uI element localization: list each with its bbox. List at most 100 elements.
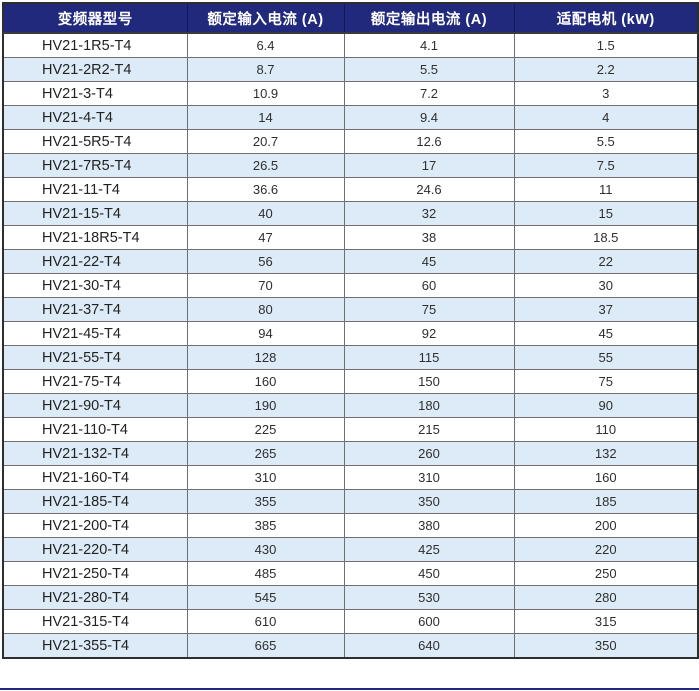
motor-power-cell: 250 [513, 561, 699, 586]
output-current-cell: 260 [343, 441, 515, 466]
motor-power-cell: 37 [513, 297, 699, 322]
output-current-cell: 12.6 [343, 129, 515, 154]
output-current-cell: 530 [343, 585, 515, 610]
model-cell: HV21-22-T4 [2, 249, 188, 274]
input-current-cell: 6.4 [186, 32, 345, 58]
input-current-cell: 14 [186, 105, 345, 130]
table-row: HV21-37-T4 80 75 37 [2, 297, 699, 322]
header-row: 变频器型号 额定输入电流 (A) 额定输出电流 (A) 适配电机 (kW) [3, 3, 698, 34]
input-current-cell: 20.7 [186, 129, 345, 154]
motor-power-cell: 5.5 [513, 129, 699, 154]
output-current-cell: 7.2 [343, 81, 515, 106]
input-current-cell: 190 [186, 393, 345, 418]
input-current-cell: 160 [186, 369, 345, 394]
input-current-cell: 47 [186, 225, 345, 250]
motor-power-cell: 2.2 [513, 57, 699, 82]
output-current-cell: 600 [343, 609, 515, 634]
motor-power-cell: 132 [513, 441, 699, 466]
output-current-cell: 150 [343, 369, 515, 394]
output-current-cell: 180 [343, 393, 515, 418]
input-current-cell: 225 [186, 417, 345, 442]
table-row: HV21-110-T4 225 215 110 [2, 417, 699, 442]
model-cell: HV21-11-T4 [2, 177, 188, 202]
model-cell: HV21-45-T4 [2, 321, 188, 346]
input-current-cell: 36.6 [186, 177, 345, 202]
table-row: HV21-7R5-T4 26.5 17 7.5 [2, 153, 699, 178]
input-current-cell: 665 [186, 633, 345, 659]
table-row: HV21-3-T4 10.9 7.2 3 [2, 81, 699, 106]
output-current-cell: 92 [343, 321, 515, 346]
input-current-cell: 70 [186, 273, 345, 298]
model-cell: HV21-5R5-T4 [2, 129, 188, 154]
input-current-cell: 56 [186, 249, 345, 274]
table-row: HV21-2R2-T4 8.7 5.5 2.2 [2, 57, 699, 82]
output-current-cell: 38 [343, 225, 515, 250]
table-row: HV21-30-T4 70 60 30 [2, 273, 699, 298]
motor-power-cell: 7.5 [513, 153, 699, 178]
motor-power-cell: 3 [513, 81, 699, 106]
motor-power-cell: 350 [513, 633, 699, 659]
bottom-accent-line [0, 688, 699, 690]
input-current-cell: 80 [186, 297, 345, 322]
inverter-spec-table: 变频器型号 额定输入电流 (A) 额定输出电流 (A) 适配电机 (kW) HV… [2, 2, 699, 659]
input-current-cell: 610 [186, 609, 345, 634]
table-row: HV21-220-T4 430 425 220 [2, 537, 699, 562]
output-current-cell: 32 [343, 201, 515, 226]
motor-power-cell: 185 [513, 489, 699, 514]
model-cell: HV21-18R5-T4 [2, 225, 188, 250]
model-cell: HV21-15-T4 [2, 201, 188, 226]
col-header-input-current: 额定输入电流 (A) [187, 3, 345, 34]
input-current-cell: 430 [186, 537, 345, 562]
table-row: HV21-280-T4 545 530 280 [2, 585, 699, 610]
motor-power-cell: 160 [513, 465, 699, 490]
col-header-output-current: 额定输出电流 (A) [344, 3, 515, 34]
model-cell: HV21-250-T4 [2, 561, 188, 586]
col-header-motor-power: 适配电机 (kW) [514, 3, 698, 34]
table-row: HV21-315-T4 610 600 315 [2, 609, 699, 634]
output-current-cell: 4.1 [343, 32, 515, 58]
model-cell: HV21-55-T4 [2, 345, 188, 370]
motor-power-cell: 22 [513, 249, 699, 274]
motor-power-cell: 280 [513, 585, 699, 610]
motor-power-cell: 315 [513, 609, 699, 634]
output-current-cell: 115 [343, 345, 515, 370]
motor-power-cell: 4 [513, 105, 699, 130]
model-cell: HV21-30-T4 [2, 273, 188, 298]
model-cell: HV21-132-T4 [2, 441, 188, 466]
table-row: HV21-160-T4 310 310 160 [2, 465, 699, 490]
col-header-model: 变频器型号 [3, 3, 188, 34]
input-current-cell: 310 [186, 465, 345, 490]
output-current-cell: 5.5 [343, 57, 515, 82]
output-current-cell: 17 [343, 153, 515, 178]
motor-power-cell: 11 [513, 177, 699, 202]
input-current-cell: 355 [186, 489, 345, 514]
table-row: HV21-45-T4 94 92 45 [2, 321, 699, 346]
model-cell: HV21-7R5-T4 [2, 153, 188, 178]
table-row: HV21-200-T4 385 380 200 [2, 513, 699, 538]
model-cell: HV21-185-T4 [2, 489, 188, 514]
model-cell: HV21-280-T4 [2, 585, 188, 610]
table-row: HV21-5R5-T4 20.7 12.6 5.5 [2, 129, 699, 154]
model-cell: HV21-355-T4 [2, 633, 188, 659]
table-row: HV21-15-T4 40 32 15 [2, 201, 699, 226]
model-cell: HV21-315-T4 [2, 609, 188, 634]
model-cell: HV21-90-T4 [2, 393, 188, 418]
output-current-cell: 350 [343, 489, 515, 514]
output-current-cell: 425 [343, 537, 515, 562]
model-cell: HV21-4-T4 [2, 105, 188, 130]
input-current-cell: 385 [186, 513, 345, 538]
input-current-cell: 485 [186, 561, 345, 586]
output-current-cell: 310 [343, 465, 515, 490]
motor-power-cell: 75 [513, 369, 699, 394]
input-current-cell: 265 [186, 441, 345, 466]
output-current-cell: 450 [343, 561, 515, 586]
table-row: HV21-55-T4 128 115 55 [2, 345, 699, 370]
motor-power-cell: 90 [513, 393, 699, 418]
input-current-cell: 40 [186, 201, 345, 226]
model-cell: HV21-160-T4 [2, 465, 188, 490]
output-current-cell: 24.6 [343, 177, 515, 202]
output-current-cell: 45 [343, 249, 515, 274]
table-row: HV21-185-T4 355 350 185 [2, 489, 699, 514]
motor-power-cell: 1.5 [513, 32, 699, 58]
motor-power-cell: 45 [513, 321, 699, 346]
